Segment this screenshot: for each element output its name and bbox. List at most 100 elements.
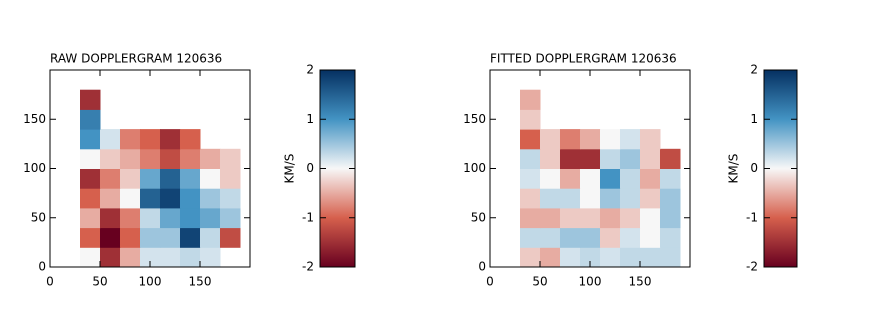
heatmap-cell	[100, 247, 121, 268]
heatmap-cell	[80, 109, 101, 130]
heatmap-cell	[120, 188, 141, 209]
colorbar-label: KM/S	[283, 154, 297, 184]
colorbar-tick-label: -2	[746, 260, 758, 274]
heatmap-cell	[160, 148, 181, 169]
heatmap-cell	[660, 247, 681, 268]
heatmap-cell	[520, 247, 541, 268]
heatmap-cell	[120, 207, 141, 229]
heatmap-cell	[180, 188, 201, 209]
heatmap-cell	[560, 129, 581, 150]
heatmap-cell	[160, 168, 181, 189]
heatmap-cell	[120, 227, 141, 248]
heatmap-cell	[620, 247, 641, 268]
chart-title: FITTED DOPPLERGRAM 120636	[490, 52, 677, 66]
heatmap-cell	[640, 168, 661, 189]
colorbar-tick-label: 1	[750, 112, 758, 126]
heatmap-cell	[160, 247, 181, 268]
heatmap-cell	[640, 207, 661, 229]
heatmap-cell	[540, 148, 561, 169]
heatmap-cell	[120, 168, 141, 189]
heatmap-cell	[80, 129, 101, 150]
heatmap-cell	[520, 207, 541, 229]
heatmap-cell	[660, 168, 681, 189]
colorbar-tick-label: 0	[306, 161, 314, 175]
heatmap-cell	[200, 188, 221, 209]
colorbar-tick-label: -1	[746, 210, 758, 224]
heatmap-cell	[100, 227, 121, 248]
x-tick-label: 150	[189, 275, 212, 289]
heatmap-cell	[100, 168, 121, 189]
colorbar-tick-label: -2	[302, 260, 314, 274]
heatmap-cell	[600, 247, 621, 268]
colorbar-tick-label: 2	[306, 63, 314, 77]
heatmap-cell	[80, 188, 101, 209]
heatmap-cell	[140, 227, 161, 248]
y-tick-label: 150	[463, 112, 486, 126]
heatmap-cell	[640, 247, 661, 268]
heatmap-cell	[560, 188, 581, 209]
heatmap-cell	[580, 129, 601, 150]
heatmap-cell	[560, 227, 581, 248]
y-tick-label: 0	[478, 260, 486, 274]
heatmap-cell	[600, 207, 621, 229]
heatmap-cell	[640, 129, 661, 150]
heatmap-cell	[140, 168, 161, 189]
heatmap-cell	[600, 129, 621, 150]
heatmap-cell	[580, 227, 601, 248]
colorbar-tick-label: 1	[306, 112, 314, 126]
heatmap-cell	[80, 207, 101, 229]
heatmap-cell	[560, 168, 581, 189]
heatmap-cell	[80, 247, 101, 268]
heatmap-cell	[600, 168, 621, 189]
heatmap-cell	[600, 188, 621, 209]
heatmap-cell	[620, 168, 641, 189]
heatmap-cell	[100, 207, 121, 229]
heatmap-cell	[660, 227, 681, 248]
heatmap-cell	[100, 129, 121, 150]
x-tick-label: 0	[46, 275, 54, 289]
chart-title: RAW DOPPLERGRAM 120636	[50, 52, 222, 66]
heatmap-cell	[520, 227, 541, 248]
heatmap-cell	[140, 129, 161, 150]
heatmap-cell	[200, 227, 221, 248]
heatmap-cell	[180, 207, 201, 229]
heatmap-cell	[520, 129, 541, 150]
heatmap-cell	[540, 247, 561, 268]
heatmap-cell	[620, 188, 641, 209]
heatmap-cell	[600, 148, 621, 169]
y-tick-label: 50	[31, 210, 46, 224]
heatmap-cell	[620, 129, 641, 150]
heatmap-cell	[160, 129, 181, 150]
heatmap-cell	[580, 207, 601, 229]
colorbar-tick-label: 0	[750, 161, 758, 175]
heatmap-cell	[180, 247, 201, 268]
x-tick-label: 50	[532, 275, 547, 289]
heatmap-cell	[200, 207, 221, 229]
heatmap-cell	[540, 168, 561, 189]
heatmap-cell	[80, 89, 101, 110]
heatmap-cell	[520, 188, 541, 209]
heatmap-cell	[520, 89, 541, 110]
heatmap-cell	[180, 129, 201, 150]
heatmap-cell	[120, 129, 141, 150]
heatmap-cell	[580, 247, 601, 268]
y-tick-label: 100	[23, 161, 46, 175]
heatmap-cell	[580, 168, 601, 189]
heatmap-cell	[540, 207, 561, 229]
heatmap-cell	[80, 168, 101, 189]
colorbar-label: KM/S	[727, 154, 741, 184]
heatmap-cell	[540, 188, 561, 209]
heatmap-cell	[220, 168, 241, 189]
x-tick-label: 0	[486, 275, 494, 289]
heatmap-cell	[540, 129, 561, 150]
heatmap-cell	[140, 207, 161, 229]
heatmap-cell	[100, 148, 121, 169]
colorbar-tick-label: -1	[302, 210, 314, 224]
y-tick-label: 50	[471, 210, 486, 224]
heatmap-cell	[200, 148, 221, 169]
heatmap-cell	[160, 207, 181, 229]
x-tick-label: 100	[139, 275, 162, 289]
heatmap-cell	[560, 247, 581, 268]
heatmap-cell	[200, 168, 221, 189]
heatmap-cell	[140, 247, 161, 268]
